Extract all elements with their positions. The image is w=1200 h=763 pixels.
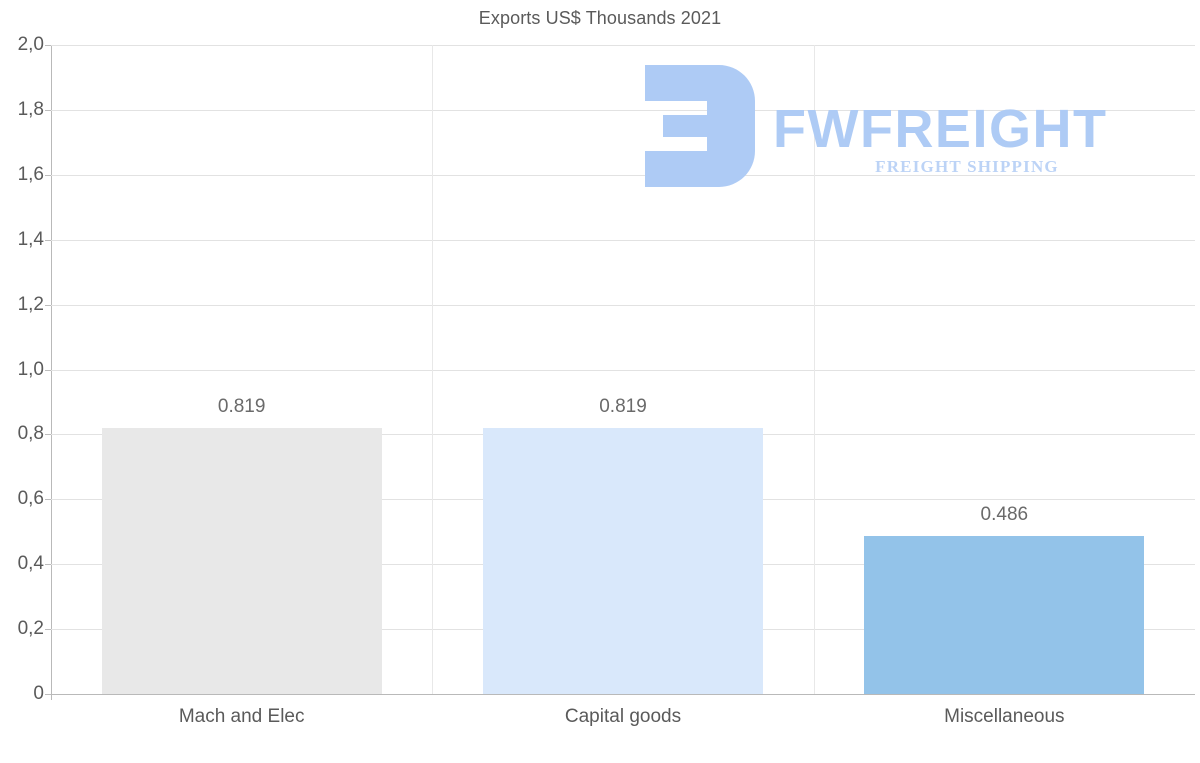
chart-title: Exports US$ Thousands 2021 (478, 8, 722, 28)
y-axis-tick-mark (45, 694, 51, 695)
y-axis-tick-mark (45, 174, 51, 176)
y-axis-tick-mark (45, 629, 51, 631)
y-axis-tick-mark (45, 109, 51, 111)
y-axis-tick-label: 0,8 (17, 423, 44, 445)
y-axis-tick-mark (45, 239, 51, 241)
y-axis-tick-label: 1,8 (17, 98, 44, 120)
bar[interactable] (482, 428, 764, 694)
y-axis-tick-mark (45, 434, 51, 436)
x-axis-line (45, 694, 1195, 695)
gridline (51, 239, 1195, 241)
y-axis-tick-label: 1,6 (17, 163, 44, 185)
y-axis-tick-mark (45, 564, 51, 566)
plot-area (51, 45, 1195, 694)
y-axis-tick-label: 1,4 (17, 228, 44, 250)
y-axis-tick-label: 1,2 (17, 293, 44, 315)
gridline (51, 109, 1195, 111)
bar[interactable] (864, 536, 1145, 694)
y-axis-tick-label: 0,4 (17, 553, 44, 575)
y-axis-tick-mark (45, 499, 51, 501)
bar-value-label: 0.819 (599, 396, 647, 418)
gridline (51, 304, 1195, 306)
gridline (51, 174, 1195, 176)
x-axis-category-label: Miscellaneous (944, 706, 1065, 727)
x-axis-category-label: Capital goods (564, 706, 682, 727)
gridline (51, 369, 1195, 371)
x-axis-category-label: Mach and Elec (178, 706, 305, 727)
y-axis-tick-label: 0,2 (17, 618, 44, 640)
y-axis-tick-label: 2,0 (17, 34, 44, 55)
y-axis-tick-mark (45, 45, 51, 46)
y-axis-tick-label: 0,6 (17, 488, 44, 510)
bar-value-label: 0.819 (217, 396, 266, 418)
bar-value-label: 0.486 (980, 504, 1029, 526)
y-axis-tick-label: 1,0 (17, 358, 44, 380)
y-axis-line (51, 45, 52, 700)
vertical-gridline (813, 45, 815, 694)
vertical-gridline (432, 45, 434, 694)
gridline (51, 45, 1195, 46)
bar[interactable] (101, 428, 382, 694)
gridline (51, 694, 1195, 695)
y-axis-tick-mark (45, 369, 51, 371)
y-axis-tick-label: 0 (33, 683, 44, 704)
y-axis-tick-mark (45, 304, 51, 306)
